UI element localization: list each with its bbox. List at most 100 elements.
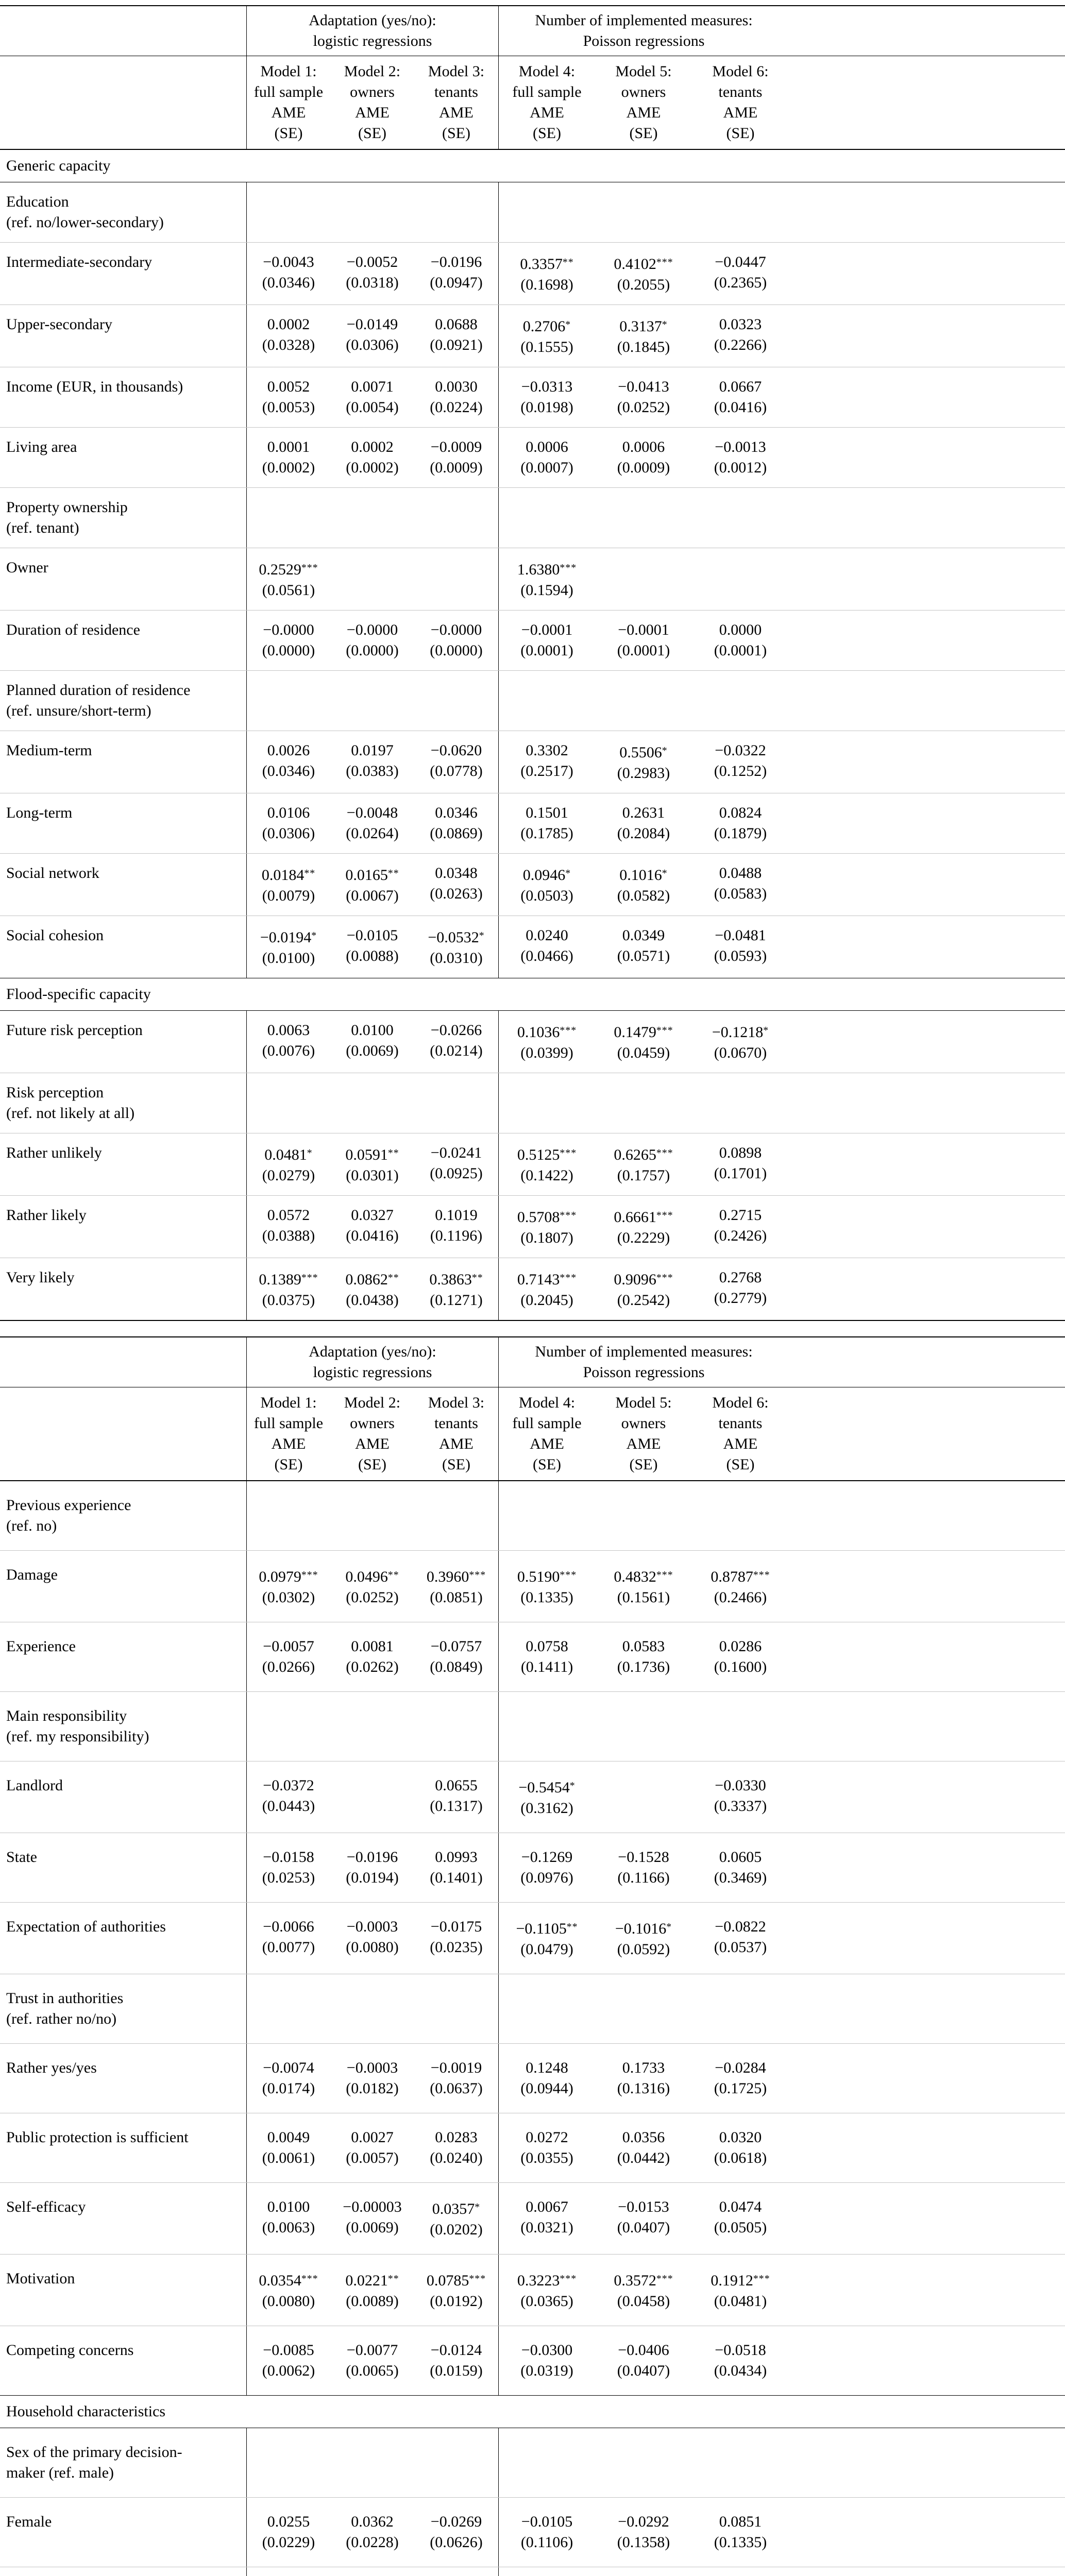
standard-error: (0.0459)	[617, 1044, 670, 1061]
ame-value: 0.0197	[331, 740, 413, 761]
standard-error: (0.2779)	[714, 1290, 767, 1307]
column-group-logistic: Adaptation (yes/no): logistic regressions	[246, 6, 498, 56]
estimate-number: 0.3357	[520, 256, 563, 273]
estimate-cell: −0.0322 (0.1252)	[692, 731, 789, 793]
estimate-number: −0.0000	[430, 621, 482, 638]
estimate-number: 0.4832	[614, 1568, 656, 1585]
filler-cell	[789, 2428, 1065, 2497]
estimate-cell: 0.0946* (0.0503)	[498, 854, 595, 916]
estimate-cell: −0.0175 (0.0235)	[414, 1903, 498, 1974]
standard-error: (0.1335)	[520, 1589, 573, 1606]
model-column-header: Model 3: tenants AME (SE)	[414, 1387, 498, 1480]
standard-error: (0.0593)	[714, 947, 767, 964]
significance-stars: *	[666, 1921, 672, 1933]
ame-value: 0.1389***	[248, 1267, 329, 1290]
ame-value: −0.0003	[331, 1917, 413, 1937]
standard-error: (0.0505)	[714, 2219, 767, 2236]
empty-cell	[595, 548, 692, 610]
significance-stars: **	[304, 868, 316, 879]
model-header-line: Model 2:	[344, 1394, 401, 1411]
estimate-cell: 0.0583 (0.1736)	[595, 1622, 692, 1691]
standard-error: (0.1879)	[714, 825, 767, 842]
ame-value: 0.0583	[596, 1636, 691, 1657]
estimate-cell: −0.0757 (0.0849)	[414, 1622, 498, 1691]
model-header-line: owners	[350, 1415, 395, 1432]
estimate-cell: 0.0067 (0.0321)	[498, 2183, 595, 2254]
estimate-number: −0.0000	[346, 621, 398, 638]
estimate-number: −0.0266	[430, 1022, 482, 1039]
variable-label: Competing concerns	[6, 2342, 134, 2359]
model-header-line: Model 6:	[712, 63, 769, 80]
estimate-number: −0.0292	[618, 2513, 669, 2530]
ame-value: 0.0184**	[248, 863, 329, 886]
estimate-number: 0.0106	[267, 804, 310, 821]
empty-cell	[692, 671, 789, 731]
ame-value: 0.5506*	[596, 740, 691, 763]
standard-error: (0.0089)	[346, 2293, 399, 2310]
column-group-header-row: Adaptation (yes/no): logistic regressions…	[0, 1337, 1065, 1387]
estimate-number: 0.6265	[614, 1146, 656, 1163]
estimate-number: −0.0052	[346, 253, 398, 270]
estimate-number: −0.0000	[263, 621, 314, 638]
standard-error: (0.0637)	[430, 2080, 483, 2097]
standard-error: (0.0319)	[520, 2362, 573, 2379]
standard-error: (0.0921)	[430, 336, 483, 353]
ame-value: −0.0124	[415, 2340, 497, 2361]
coefficient-row: Upper-secondary 0.0002 (0.0328) −0.0149 (0.0…	[0, 304, 1065, 367]
ame-value: 0.9096***	[596, 1267, 691, 1290]
estimate-number: −0.0124	[430, 2342, 482, 2359]
empty-cell	[330, 488, 414, 548]
estimate-number: −0.0757	[430, 1638, 482, 1655]
empty-cell	[498, 671, 595, 731]
significance-stars: *	[307, 1147, 313, 1159]
ame-value: 0.6265***	[596, 1143, 691, 1165]
estimate-cell: 0.0688 (0.0921)	[414, 305, 498, 367]
model-header-line: AME	[626, 104, 661, 121]
estimate-number: 0.6661	[614, 1209, 656, 1226]
estimate-cell: 0.3572*** (0.0458)	[595, 2255, 692, 2326]
variable-label-line: Education	[6, 193, 69, 210]
ame-value: 0.0286	[693, 1636, 788, 1657]
estimate-cell: 0.0030 (0.0224)	[414, 367, 498, 427]
ame-value: 0.1248	[500, 2058, 594, 2078]
estimate-number: 0.0357	[432, 2200, 475, 2217]
empty-cell	[595, 1761, 692, 1833]
estimate-cell: 1.6380*** (0.1594)	[498, 548, 595, 610]
filler-cell	[789, 2326, 1065, 2395]
empty-cell	[414, 182, 498, 242]
standard-error: (0.1358)	[617, 2534, 670, 2551]
regression-table-panel: Adaptation (yes/no): logistic regressions…	[0, 1336, 1065, 2576]
ame-value: −0.1528	[596, 1847, 691, 1868]
ame-value: −0.0013	[693, 437, 788, 457]
estimate-number: 0.0349	[622, 927, 665, 944]
standard-error: (0.0000)	[430, 642, 483, 659]
standard-error: (0.0076)	[262, 1042, 315, 1059]
ame-value: −0.0406	[596, 2340, 691, 2361]
ame-value: 0.0255	[248, 2512, 329, 2532]
estimate-number: 0.1912	[711, 2272, 753, 2289]
significance-stars: ***	[656, 1272, 673, 1283]
regression-table-panel: Adaptation (yes/no): logistic regressions…	[0, 5, 1065, 1321]
estimate-cell: 0.1501 (0.1785)	[498, 793, 595, 853]
estimate-number: 0.5125	[517, 1146, 560, 1163]
reference-category-row: Planned duration of residence (ref. unsur…	[0, 670, 1065, 731]
filler-cell	[789, 1133, 1065, 1195]
estimate-cell: −0.0001 (0.0001)	[595, 611, 692, 670]
standard-error: (0.2045)	[520, 1292, 573, 1309]
estimate-cell: 0.0071 (0.0054)	[330, 367, 414, 427]
filler-cell	[789, 2498, 1065, 2567]
estimate-cell: 0.2706* (0.1555)	[498, 305, 595, 367]
standard-error: (0.1166)	[617, 1869, 670, 1886]
empty-cell	[498, 1974, 595, 2043]
significance-stars: **	[471, 1272, 483, 1283]
column-group-logistic: Adaptation (yes/no): logistic regressions	[246, 1337, 498, 1387]
standard-error: (0.0279)	[262, 1167, 315, 1184]
estimate-number: 0.0481	[264, 1146, 307, 1163]
standard-error: (0.1845)	[617, 338, 670, 355]
estimate-number: 0.0591	[345, 1146, 388, 1163]
estimate-cell: 0.0979*** (0.0302)	[246, 1551, 330, 1622]
estimate-number: 0.0071	[351, 378, 394, 395]
estimate-cell: 0.0286 (0.1600)	[692, 1622, 789, 1691]
estimate-number: 0.0255	[267, 2513, 310, 2530]
estimate-cell: 0.0993 (0.1401)	[414, 1833, 498, 1902]
